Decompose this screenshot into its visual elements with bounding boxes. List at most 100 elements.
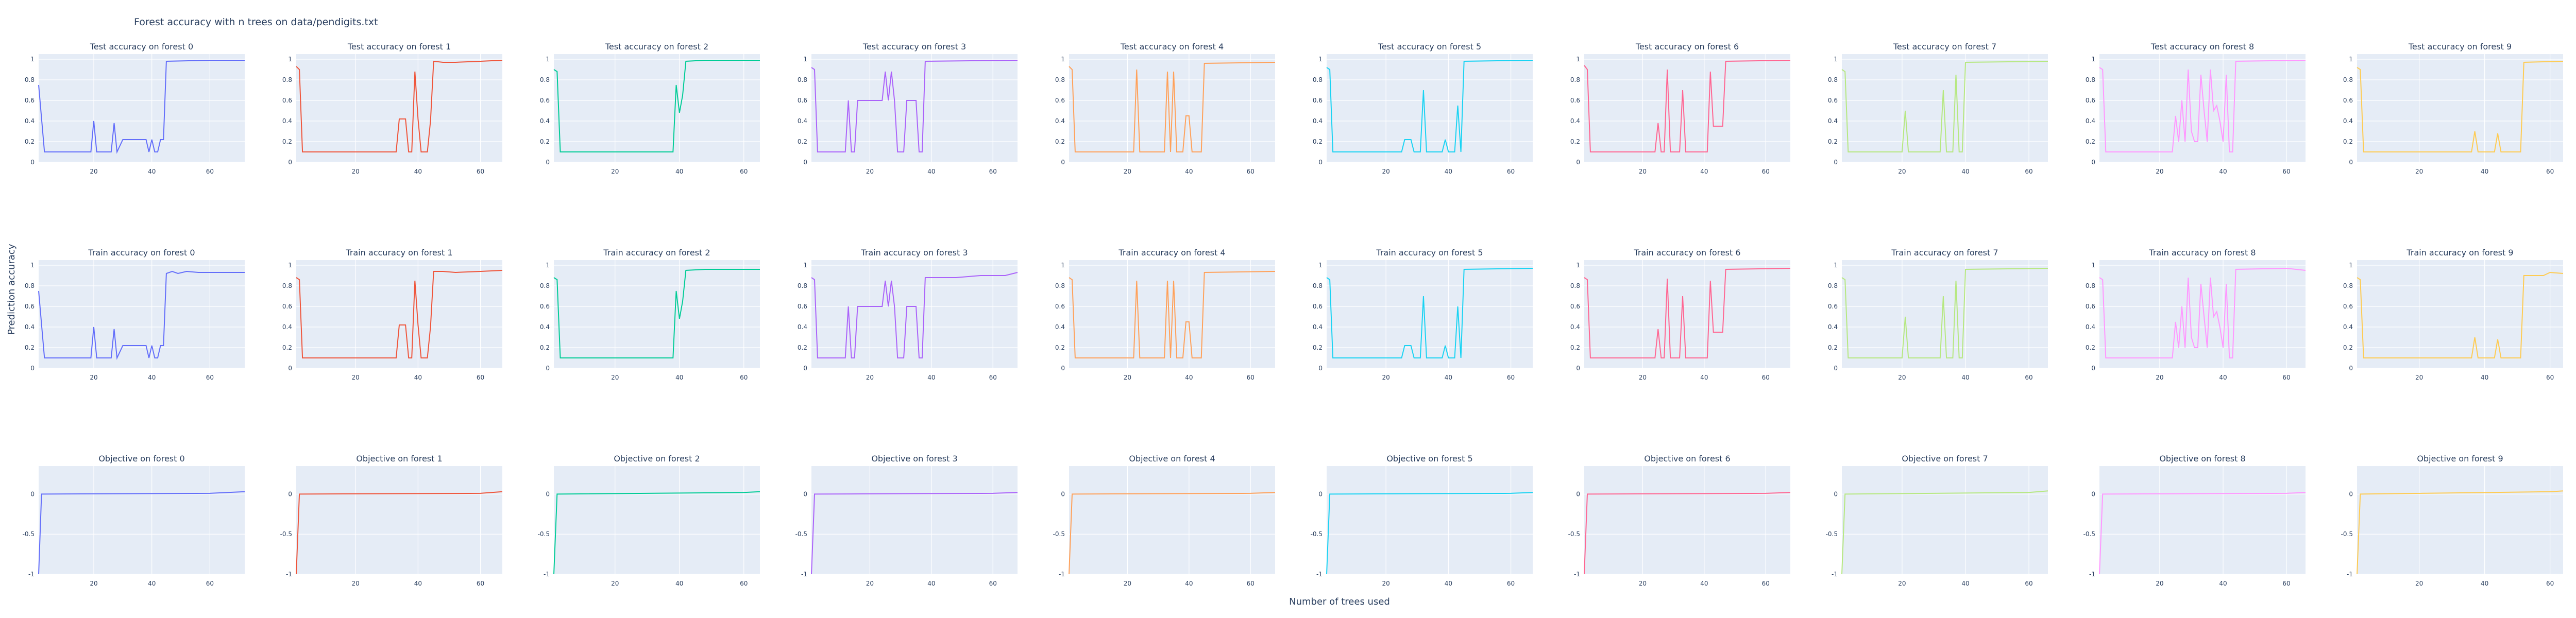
subplot-title: Objective on forest 2 xyxy=(614,454,700,464)
series-line xyxy=(1584,492,1791,575)
y-tick-label: 0.6 xyxy=(2086,303,2095,310)
x-tick-label: 60 xyxy=(1762,374,1770,381)
y-tick-label: 1 xyxy=(1834,56,1838,63)
x-tick-label: 60 xyxy=(1762,580,1770,587)
y-tick-label: 0 xyxy=(1834,490,1838,497)
series-line xyxy=(553,269,760,358)
y-tick-label: -0.5 xyxy=(23,530,35,538)
series-line xyxy=(2099,60,2306,152)
x-tick-label: 20 xyxy=(1639,374,1647,381)
y-tick-label: -1 xyxy=(1316,571,1323,578)
plot-area xyxy=(554,466,760,574)
y-tick-label: 0 xyxy=(288,365,292,372)
figure-title: Forest accuracy with n trees on data/pen… xyxy=(134,16,378,28)
x-tick-label: 40 xyxy=(1961,168,1969,175)
y-tick-label: 0.4 xyxy=(25,117,35,125)
x-tick-label: 20 xyxy=(90,374,97,381)
series-line xyxy=(1841,490,2048,575)
x-tick-label: 20 xyxy=(611,374,619,381)
series-line xyxy=(1326,268,1533,358)
x-tick-label: 20 xyxy=(352,374,360,381)
x-tick-label: 40 xyxy=(1700,168,1708,175)
x-tick-label: 40 xyxy=(675,374,683,381)
plot-area xyxy=(2357,54,2563,162)
x-tick-label: 60 xyxy=(989,168,997,175)
series-line xyxy=(1326,492,1533,575)
y-tick-label: 0.2 xyxy=(282,138,292,145)
x-tick-label: 60 xyxy=(2025,374,2032,381)
y-tick-label: 0.4 xyxy=(1055,117,1065,125)
y-tick-label: 0.8 xyxy=(540,282,550,289)
y-tick-label: 0 xyxy=(546,365,550,372)
plot-area xyxy=(811,466,1018,574)
series-line xyxy=(38,270,245,360)
y-tick-label: 0.8 xyxy=(282,76,292,83)
plot-area xyxy=(296,54,502,162)
y-tick-label: 0.8 xyxy=(1828,76,1838,83)
subplot-title: Test accuracy on forest 7 xyxy=(1893,42,1996,52)
y-tick-label: 0.6 xyxy=(282,97,292,104)
y-tick-label: 0 xyxy=(288,159,292,166)
subplot-title: Train accuracy on forest 1 xyxy=(345,248,452,258)
y-tick-label: 0.6 xyxy=(2343,97,2353,104)
plot-area xyxy=(1327,260,1533,368)
y-tick-label: 0 xyxy=(2091,490,2095,497)
y-tick-label: 0 xyxy=(803,365,807,372)
x-tick-label: 40 xyxy=(1700,580,1708,587)
y-tick-label: 0.8 xyxy=(25,282,35,289)
y-tick-label: 0.4 xyxy=(1570,323,1580,331)
subplot-title: Train accuracy on forest 9 xyxy=(2406,248,2513,258)
x-tick-label: 60 xyxy=(477,580,484,587)
y-tick-label: 1 xyxy=(803,56,807,63)
x-tick-label: 40 xyxy=(1961,374,1969,381)
y-tick-label: 0.2 xyxy=(2086,344,2095,351)
plot-area xyxy=(296,466,502,574)
x-tick-label: 20 xyxy=(1124,580,1131,587)
x-tick-label: 60 xyxy=(740,580,748,587)
y-tick-label: 0 xyxy=(1834,365,1838,372)
series-line xyxy=(296,491,503,575)
y-tick-label: 0.4 xyxy=(1828,323,1838,331)
y-tick-label: 0.6 xyxy=(1828,97,1838,104)
x-tick-label: 60 xyxy=(206,374,214,381)
y-tick-label: 1 xyxy=(803,262,807,269)
x-tick-label: 40 xyxy=(148,374,156,381)
y-tick-label: 0 xyxy=(2091,365,2095,372)
x-tick-label: 40 xyxy=(675,580,683,587)
x-tick-label: 60 xyxy=(1247,580,1255,587)
series-line xyxy=(811,492,1018,575)
x-tick-label: 20 xyxy=(90,168,97,175)
y-tick-label: 0.4 xyxy=(540,117,550,125)
subplot-title: Train accuracy on forest 8 xyxy=(2148,248,2256,258)
y-tick-label: 0.4 xyxy=(282,117,292,125)
series-line xyxy=(1069,62,1276,152)
x-tick-label: 60 xyxy=(2282,374,2290,381)
x-tick-label: 60 xyxy=(2546,580,2554,587)
plot-area xyxy=(2099,466,2306,574)
y-tick-label: 1 xyxy=(288,56,292,63)
series-line xyxy=(811,60,1018,152)
x-tick-label: 60 xyxy=(2282,580,2290,587)
y-tick-label: -0.5 xyxy=(280,530,292,538)
y-tick-label: -0.5 xyxy=(1826,530,1838,538)
y-tick-label: -1 xyxy=(1574,571,1580,578)
subplot-title: Test accuracy on forest 8 xyxy=(2150,42,2254,52)
y-tick-label: 0 xyxy=(1061,490,1065,497)
x-tick-label: 60 xyxy=(740,168,748,175)
y-tick-label: 0.6 xyxy=(1828,303,1838,310)
x-tick-label: 20 xyxy=(2156,580,2163,587)
y-tick-label: 0 xyxy=(30,490,35,497)
y-tick-label: 1 xyxy=(546,56,550,63)
y-tick-label: 0 xyxy=(30,159,35,166)
y-tick-label: 1 xyxy=(2349,262,2353,269)
y-tick-label: 0.2 xyxy=(1570,344,1580,351)
plot-area xyxy=(811,54,1018,162)
y-tick-label: 1 xyxy=(1576,56,1580,63)
y-tick-label: 0.6 xyxy=(2343,303,2353,310)
subplot-title: Test accuracy on forest 1 xyxy=(347,42,451,52)
y-tick-label: 0.2 xyxy=(1313,138,1323,145)
y-tick-label: 0 xyxy=(803,159,807,166)
series-line xyxy=(38,491,245,575)
y-axis-label: Prediction accuracy xyxy=(6,244,17,335)
y-tick-label: 0.8 xyxy=(1570,76,1580,83)
